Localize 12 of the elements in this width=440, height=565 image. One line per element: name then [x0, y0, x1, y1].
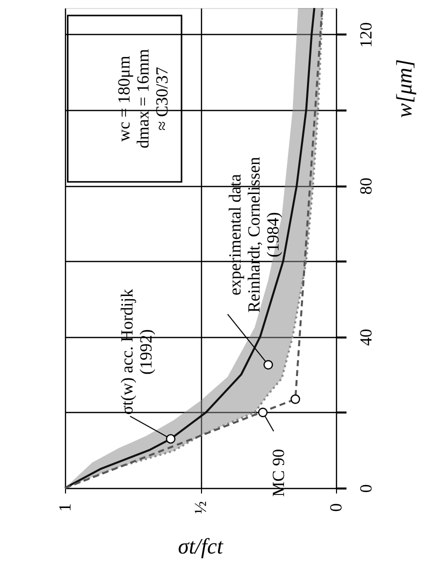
y-tick-label: 120	[356, 22, 376, 48]
x-tick-label: 1	[56, 503, 74, 512]
x-axis-title: σt/fct	[178, 534, 224, 558]
y-tick-label: 40	[356, 328, 376, 346]
x-tick-label: ½	[191, 500, 210, 514]
x-tick-label: 0	[326, 503, 346, 512]
annotation: σt(w) acc. Hordijk (1992)	[117, 288, 156, 415]
annotation: experimental data Reinhardt, Cornelissen (1984)	[226, 156, 283, 313]
y-tick-label: 80	[356, 178, 376, 195]
annotation: MC 90	[269, 449, 288, 497]
y-tick-label: 0	[356, 484, 376, 493]
y-axis-title: w[μm]	[392, 59, 416, 118]
